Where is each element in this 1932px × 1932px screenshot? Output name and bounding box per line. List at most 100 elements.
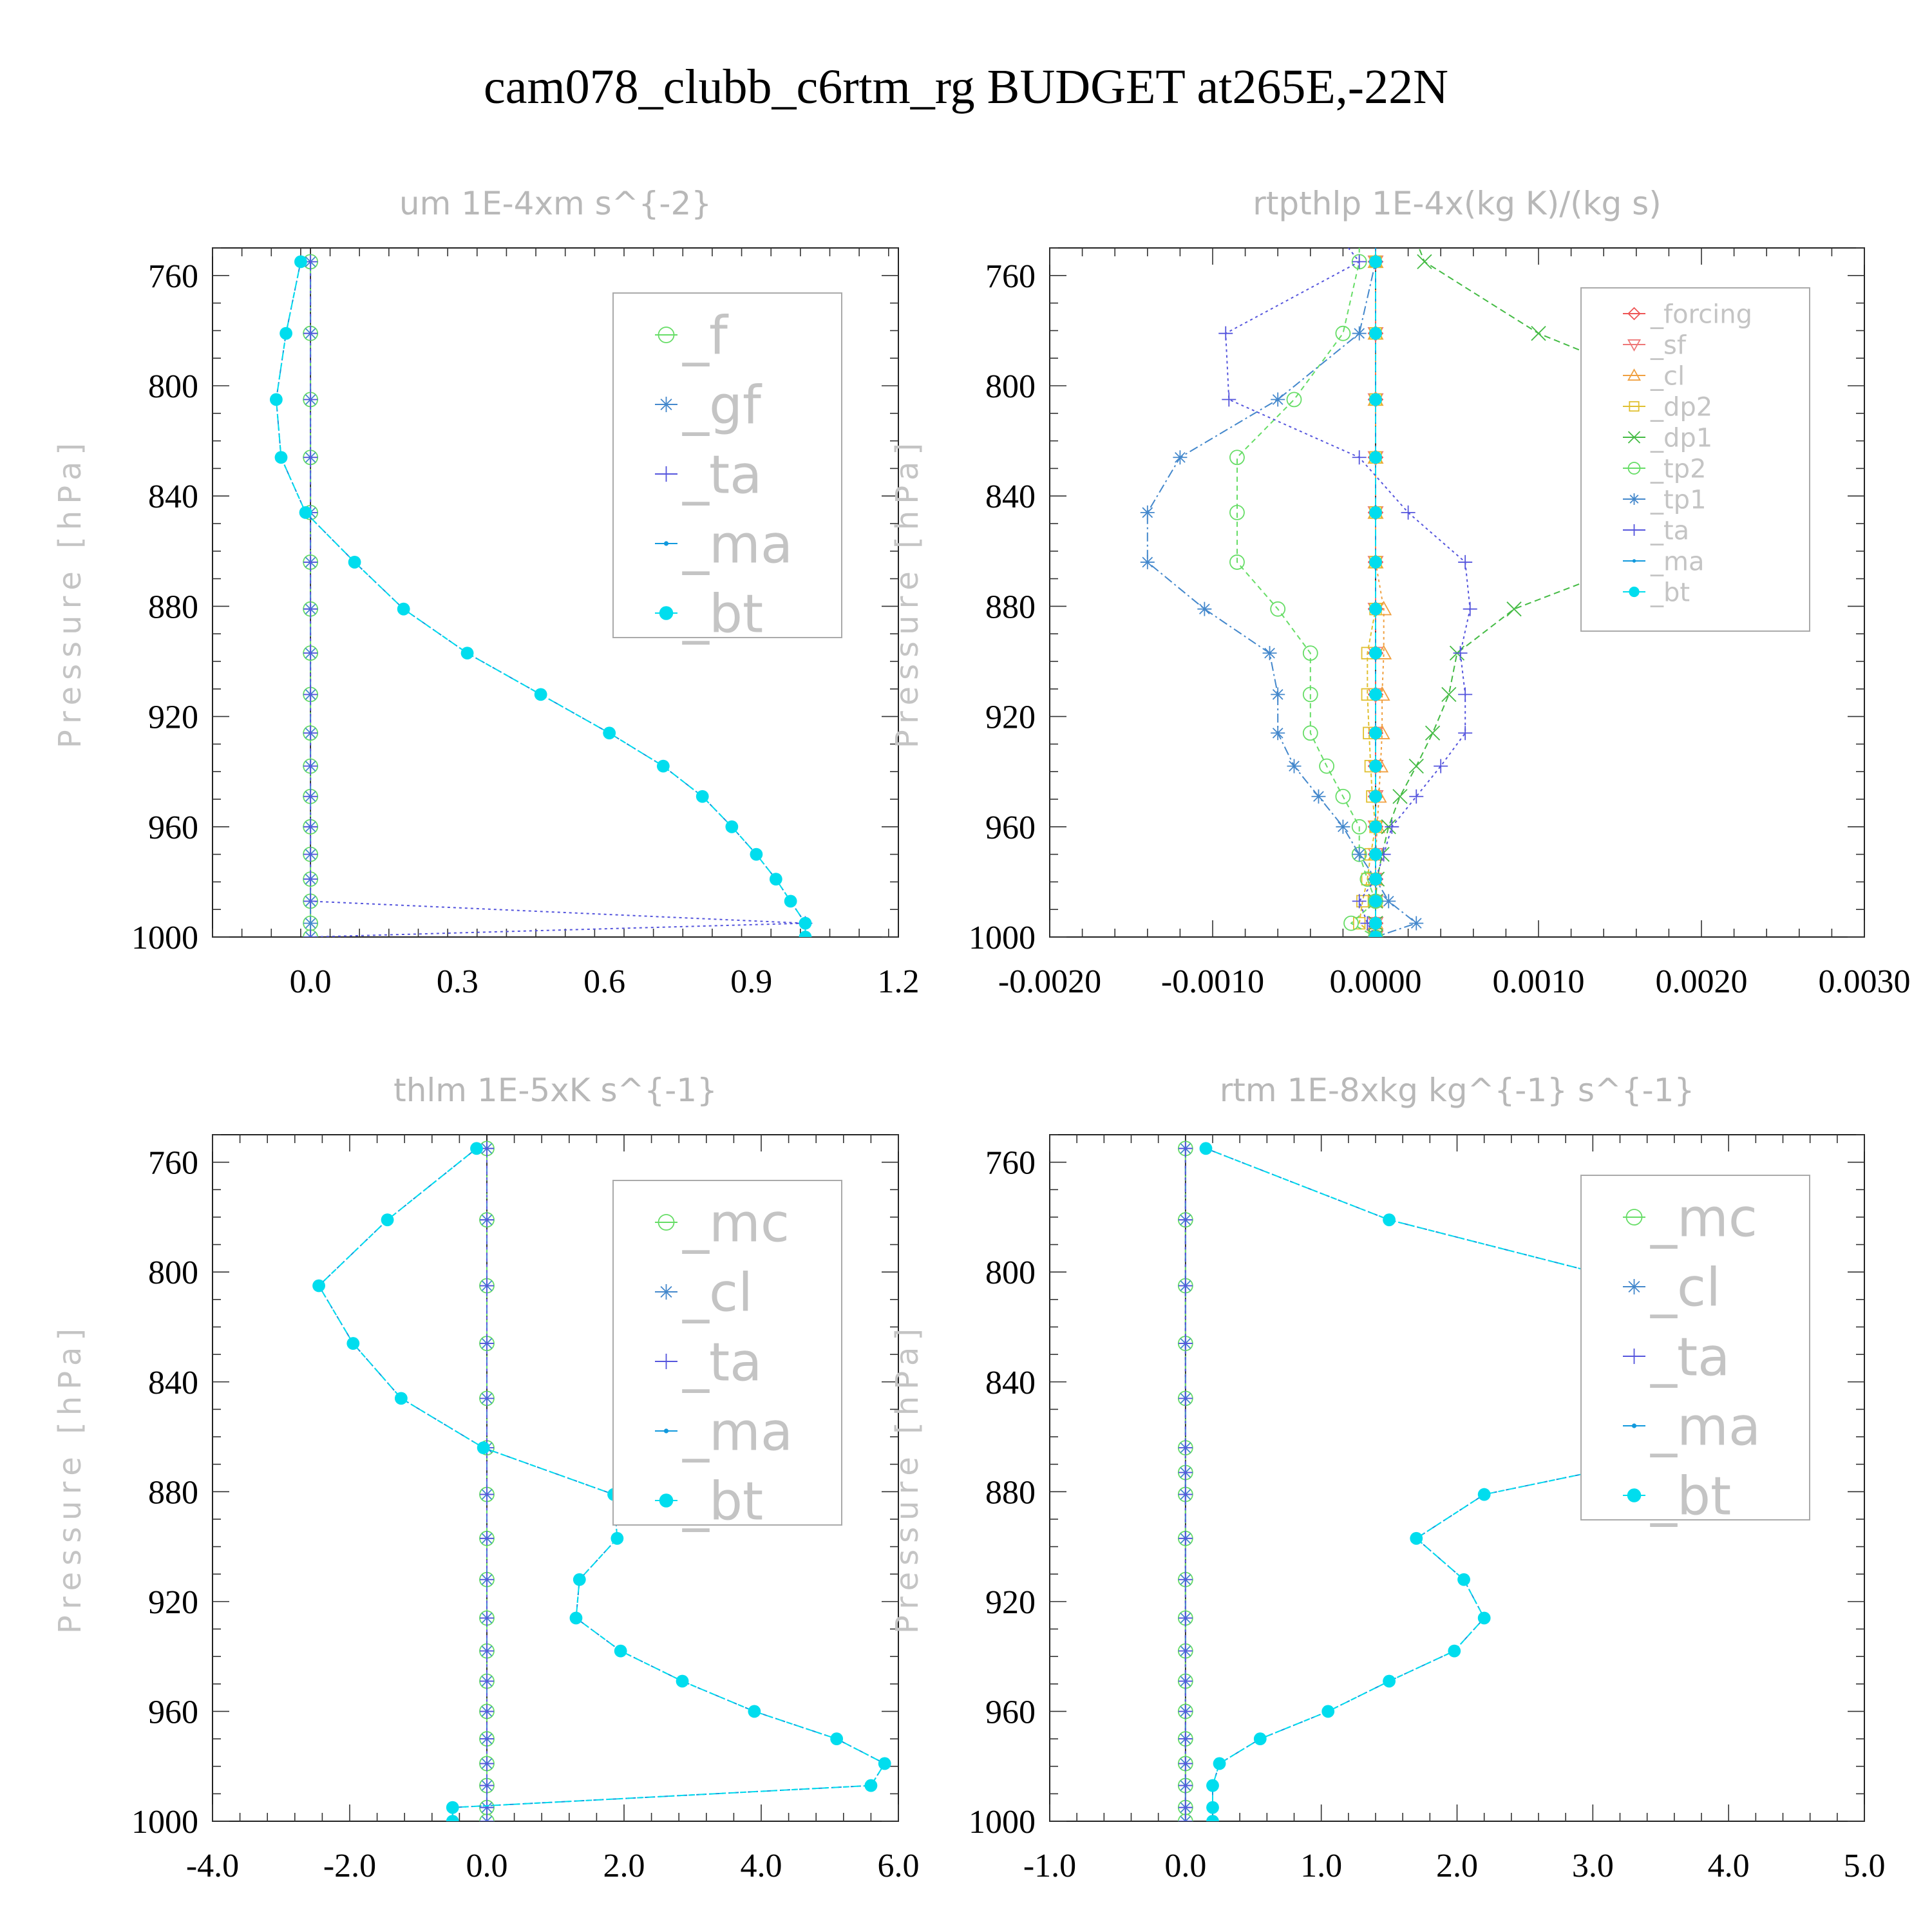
- data-point: [480, 1487, 494, 1502]
- legend: _mc _cl _ta _ma _bt: [612, 1180, 842, 1533]
- legend-marker: [1629, 401, 1640, 412]
- data-point: [480, 1756, 494, 1771]
- data-point: [1352, 894, 1367, 909]
- x-tick-label: 0.9: [730, 963, 772, 1000]
- data-point: [279, 327, 293, 340]
- legend-label: _bt: [682, 584, 763, 645]
- data-point: [348, 556, 361, 569]
- legend-label: _f: [682, 306, 729, 367]
- y-axis-label: Pressure [hPa]: [889, 1322, 925, 1634]
- legend-label: _bt: [1650, 578, 1690, 607]
- data-point: [1369, 848, 1382, 861]
- data-point: [303, 916, 318, 931]
- y-tick-label: 920: [985, 699, 1036, 736]
- data-point: [303, 819, 318, 834]
- y-axis-label: Pressure [hPa]: [889, 437, 925, 748]
- data-point: [480, 1732, 494, 1747]
- series-line-bt: [317, 1148, 886, 1821]
- x-tick-label: 0.0: [290, 963, 332, 1000]
- legend: _forcing_sf_cl_dp2_dp1_tp2_tp1_ta_ma_bt: [1580, 287, 1810, 632]
- data-point: [1343, 915, 1359, 931]
- data-point: [769, 873, 782, 886]
- y-tick-label: 800: [148, 368, 198, 405]
- data-point: [303, 847, 318, 862]
- data-point: [303, 759, 318, 773]
- legend-marker: [1628, 524, 1640, 536]
- data-point: [1383, 1674, 1396, 1688]
- data-point: [1352, 326, 1367, 341]
- data-point: [1173, 450, 1188, 465]
- data-point: [614, 1644, 627, 1658]
- data-point: [1140, 505, 1155, 520]
- data-point: [534, 688, 547, 701]
- panel-title: um 1E-4xm s^{-2}: [399, 185, 712, 222]
- data-point: [1448, 1644, 1461, 1658]
- legend-marker: [663, 1428, 669, 1434]
- data-point: [1178, 1465, 1193, 1480]
- data-point: [303, 646, 318, 661]
- data-point: [1369, 451, 1382, 464]
- chart-panel-1: 0.0 0.3 0.6 0.9 1.2 760 800 840 880 920 960 1000 um …: [52, 185, 920, 1000]
- data-point: [1369, 873, 1382, 886]
- data-point: [1477, 1488, 1491, 1501]
- y-axis-label: Pressure [hPa]: [52, 437, 88, 748]
- legend-marker: [1626, 1349, 1642, 1364]
- data-point: [1206, 1815, 1219, 1821]
- data-point: [750, 848, 763, 861]
- legend-marker: [1632, 559, 1636, 563]
- data-point: [1287, 759, 1302, 773]
- y-tick-label: 960: [148, 1694, 198, 1730]
- legend-marker: [659, 606, 674, 620]
- data-point: [1229, 554, 1245, 570]
- data-point: [460, 647, 474, 660]
- data-point: [1178, 1487, 1193, 1502]
- legend-marker: [1627, 339, 1642, 352]
- data-point: [1369, 602, 1382, 616]
- data-point: [480, 1336, 494, 1351]
- x-tick-label: -2.0: [323, 1848, 376, 1884]
- x-tick-label: 2.0: [1436, 1848, 1478, 1884]
- data-point: [1463, 601, 1477, 616]
- y-tick-label: 920: [985, 1584, 1036, 1621]
- series-line-bt: [275, 261, 806, 937]
- data-point: [303, 450, 318, 465]
- data-point: [480, 1531, 494, 1546]
- x-tick-label: -0.0010: [1161, 963, 1264, 1000]
- data-point: [1453, 646, 1468, 661]
- data-point: [1229, 504, 1245, 520]
- chart-panel-3: -4.0 -2.0 0.0 2.0 4.0 6.0 760 800 840 880 920 960 10…: [52, 1072, 920, 1884]
- data-point: [1178, 1643, 1193, 1658]
- legend-label: _ta: [682, 445, 762, 506]
- data-point: [1229, 450, 1245, 466]
- y-tick-label: 1000: [969, 1804, 1036, 1841]
- x-tick-label: 0.0: [1164, 1848, 1206, 1884]
- data-point: [1178, 1611, 1193, 1625]
- plot-area: [269, 254, 813, 937]
- x-tick-label: 4.0: [1708, 1848, 1750, 1884]
- y-tick-label: 1000: [969, 920, 1036, 956]
- x-tick-label: 0.0020: [1656, 963, 1748, 1000]
- y-tick-label: 760: [985, 258, 1036, 295]
- data-point: [1335, 788, 1351, 804]
- data-point: [397, 602, 410, 616]
- data-point: [1271, 392, 1285, 407]
- data-point: [1178, 1141, 1193, 1156]
- data-point: [303, 392, 318, 407]
- data-point: [1140, 554, 1155, 569]
- data-point: [1218, 326, 1233, 341]
- data-point: [303, 326, 318, 341]
- legend-box: [1580, 1175, 1810, 1520]
- plot-frame: [212, 1134, 899, 1822]
- x-tick-label: 4.0: [741, 1848, 782, 1884]
- legend-marker: [1627, 307, 1641, 321]
- data-point: [1178, 1800, 1193, 1815]
- data-point: [656, 759, 670, 773]
- data-point: [480, 1778, 494, 1793]
- legend-label: _cl: [682, 1263, 753, 1324]
- data-point: [480, 1278, 494, 1293]
- data-point: [1199, 1142, 1213, 1155]
- y-tick-label: 840: [985, 478, 1036, 515]
- legend-marker: [1629, 586, 1640, 598]
- data-point: [1369, 506, 1382, 519]
- data-point: [1197, 601, 1212, 616]
